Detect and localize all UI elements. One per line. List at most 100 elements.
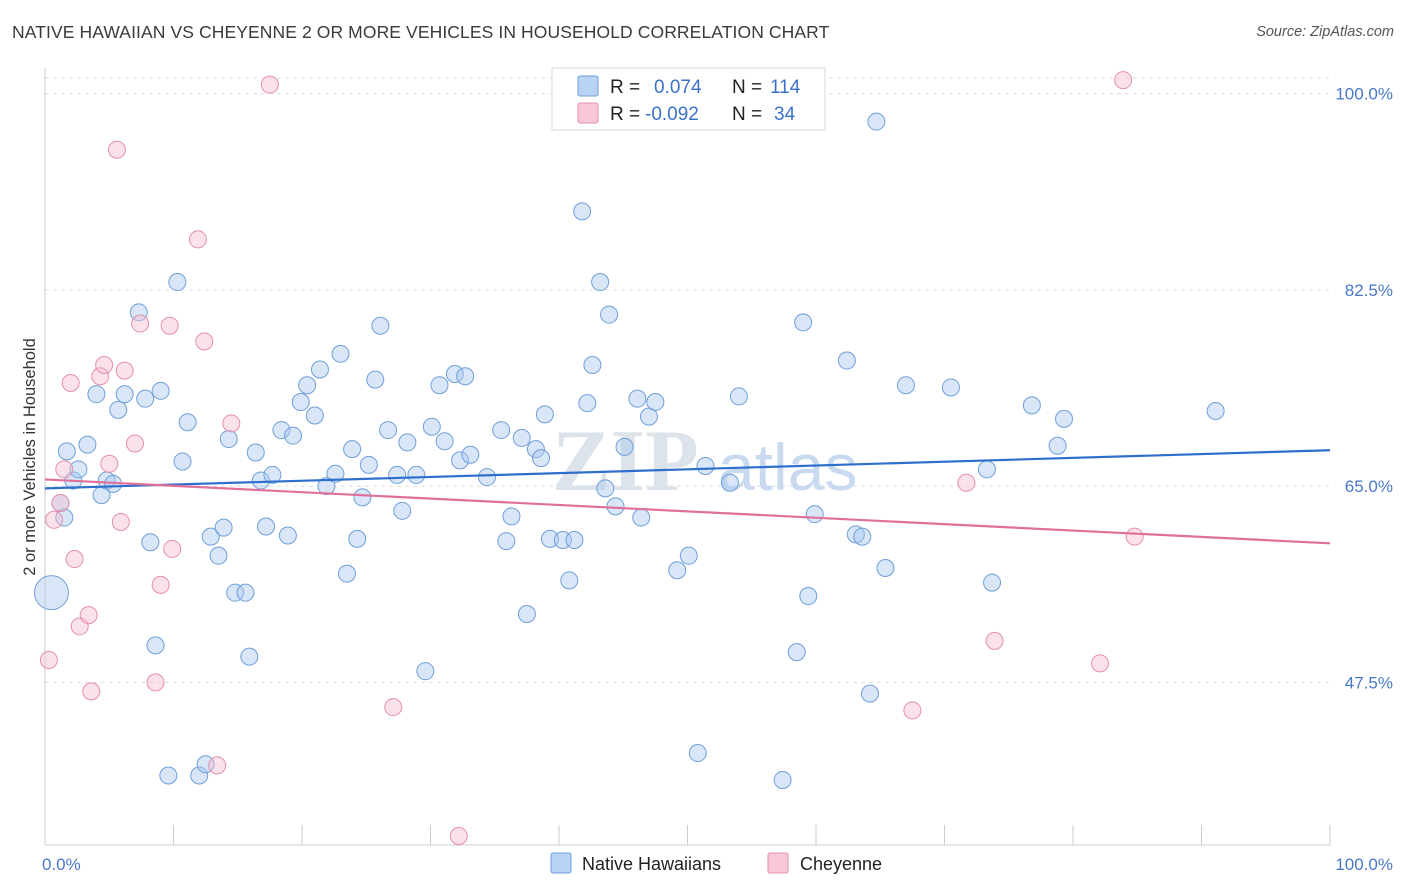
- bottom-legend-label-native-hawaiians: Native Hawaiians: [582, 854, 721, 874]
- axes: [44, 68, 1331, 846]
- bottom-legend-label-cheyenne: Cheyenne: [800, 854, 882, 874]
- data-point: [393, 501, 412, 520]
- data-point: [600, 305, 619, 324]
- data-point: [272, 421, 291, 440]
- data-point: [366, 370, 385, 389]
- data-point: [359, 455, 378, 474]
- data-point: [125, 434, 144, 453]
- data-point: [190, 766, 209, 785]
- data-point: [55, 460, 74, 479]
- data-point: [1125, 527, 1144, 546]
- data-point: [51, 493, 70, 512]
- data-point: [136, 389, 155, 408]
- data-point: [222, 414, 241, 433]
- bottom-legend-swatch-cheyenne: [767, 852, 789, 874]
- data-point: [492, 421, 511, 440]
- data-point: [201, 527, 220, 546]
- data-point: [478, 468, 497, 487]
- data-point: [720, 473, 739, 492]
- data-point: [209, 546, 228, 565]
- data-point: [517, 604, 536, 623]
- series-legend: Native Hawaiians Cheyenne: [550, 852, 882, 874]
- data-point: [502, 507, 521, 526]
- data-point: [497, 532, 516, 551]
- data-point: [343, 440, 362, 459]
- data-point: [195, 332, 214, 351]
- data-point: [236, 583, 255, 602]
- data-point: [188, 230, 207, 249]
- data-point: [1206, 402, 1225, 421]
- data-point: [1048, 436, 1067, 455]
- data-point: [79, 606, 98, 625]
- legend-n-label-1: N =: [732, 77, 762, 98]
- data-point: [435, 432, 454, 451]
- data-point: [451, 451, 470, 470]
- data-point: [787, 643, 806, 662]
- data-point: [317, 477, 336, 496]
- legend-r-value-1: 0.074: [654, 77, 702, 98]
- legend-r-label-2: R =: [610, 104, 640, 125]
- data-point: [219, 430, 238, 449]
- data-point: [773, 770, 792, 789]
- data-point: [1022, 396, 1041, 415]
- data-point: [449, 827, 468, 846]
- data-point: [632, 508, 651, 527]
- data-point: [95, 356, 114, 375]
- data-point: [430, 376, 449, 395]
- data-point: [151, 575, 170, 594]
- trend-line-native-hawaiians: [44, 449, 1331, 490]
- data-point: [860, 684, 879, 703]
- data-point: [583, 356, 602, 375]
- data-point: [44, 510, 63, 529]
- series-native-hawaiians: [33, 112, 1225, 789]
- data-point: [526, 440, 545, 459]
- data-point: [461, 445, 480, 464]
- data-point: [407, 465, 426, 484]
- data-point: [173, 452, 192, 471]
- data-point: [565, 530, 584, 549]
- data-point: [65, 550, 84, 569]
- data-point: [679, 546, 698, 565]
- data-point: [61, 373, 80, 392]
- data-point: [69, 460, 88, 479]
- data-point: [151, 381, 170, 400]
- data-point: [1055, 409, 1074, 428]
- data-point: [541, 529, 560, 548]
- x-tick-label-max: 100.0%: [1335, 855, 1393, 874]
- legend-r-value-2: -0.092: [645, 104, 699, 125]
- data-point: [379, 421, 398, 440]
- data-point: [257, 517, 276, 536]
- data-point: [696, 456, 715, 475]
- data-point: [226, 583, 245, 602]
- data-point: [688, 744, 707, 763]
- data-point: [606, 497, 625, 516]
- data-point: [1114, 71, 1133, 90]
- data-point: [246, 443, 265, 462]
- legend-n-value-2: 34: [774, 104, 796, 125]
- data-point: [353, 488, 372, 507]
- data-point: [310, 360, 329, 379]
- data-point: [853, 527, 872, 546]
- data-point: [532, 449, 551, 468]
- data-point: [957, 473, 976, 492]
- data-point: [331, 344, 350, 363]
- source-credit: Source: ZipAtlas.com: [1256, 24, 1394, 40]
- y-tick-labels: 100.0% 82.5% 65.0% 47.5%: [1335, 85, 1393, 693]
- x-tick-label-min: 0.0%: [42, 855, 81, 874]
- data-point: [416, 662, 435, 681]
- data-point: [146, 636, 165, 655]
- data-point: [646, 393, 665, 412]
- y-axis-label: 2 or more Vehicles in Household: [21, 338, 39, 576]
- trend-line-cheyenne: [44, 478, 1331, 545]
- data-point: [159, 766, 178, 785]
- data-point: [115, 361, 134, 380]
- y-tick-label: 82.5%: [1345, 281, 1393, 300]
- bottom-legend-swatch-native-hawaiians: [550, 852, 572, 874]
- data-point: [337, 564, 356, 583]
- trend-lines: [44, 449, 1331, 545]
- data-point: [985, 631, 1004, 650]
- legend-n-value-1: 114: [770, 77, 801, 98]
- legend-r-label-1: R =: [610, 77, 640, 98]
- data-point: [57, 442, 76, 461]
